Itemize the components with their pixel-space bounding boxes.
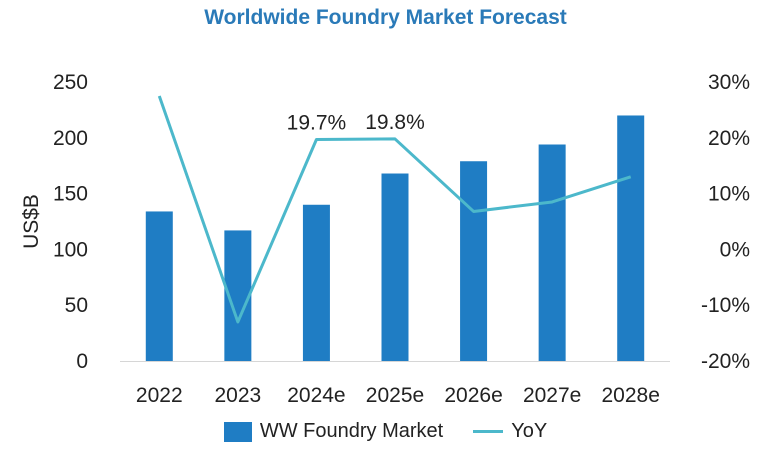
legend-bar-swatch xyxy=(223,421,252,442)
foundry-chart: 0 50 100 150 200 250 -20% -10% 0% 10% 20% 30% 2022… xyxy=(20,71,750,407)
data-label: 19.7% xyxy=(287,111,347,134)
legend: WW Foundry Market YoY xyxy=(0,420,771,443)
y-tick-label: 150 xyxy=(53,183,88,206)
legend-line-swatch xyxy=(473,430,504,433)
y2-tick-label: 20% xyxy=(708,127,750,150)
bar xyxy=(302,204,330,361)
y2-tick-label: 0% xyxy=(720,238,750,261)
y2-tick-label: -10% xyxy=(701,294,750,317)
legend-line-label: YoY xyxy=(511,420,548,442)
x-tick-label: 2025e xyxy=(366,384,424,407)
left-axis: 0 50 100 150 200 250 xyxy=(53,71,88,373)
y-tick-label: 50 xyxy=(65,294,88,317)
x-tick-label: 2023 xyxy=(214,384,261,407)
y-tick-label: 0 xyxy=(76,350,88,373)
chart-title: Worldwide Foundry Market Forecast xyxy=(204,6,567,29)
x-axis: 2022 2023 2024e 2025e 2026e 2027e 2028e xyxy=(120,361,670,407)
y2-tick-label: -20% xyxy=(701,350,750,373)
bar xyxy=(538,144,566,361)
legend-bar-label: WW Foundry Market xyxy=(259,420,444,442)
data-label: 19.8% xyxy=(365,111,425,134)
y-axis-title: US$B xyxy=(20,194,43,249)
bar-series xyxy=(145,115,645,361)
x-tick-label: 2028e xyxy=(602,384,660,407)
line-series xyxy=(157,95,632,324)
y-tick-label: 100 xyxy=(53,238,88,261)
bar xyxy=(460,161,488,361)
x-tick-label: 2024e xyxy=(287,384,345,407)
y2-tick-label: 30% xyxy=(708,71,750,94)
x-tick-label: 2026e xyxy=(444,384,502,407)
y-tick-label: 200 xyxy=(53,127,88,150)
right-axis: -20% -10% 0% 10% 20% 30% xyxy=(701,71,750,373)
x-tick-label: 2022 xyxy=(136,384,183,407)
y-tick-label: 250 xyxy=(53,71,88,94)
x-tick-label: 2027e xyxy=(523,384,581,407)
annotations: 19.7% 19.8% xyxy=(287,111,425,135)
legend-item-bar: WW Foundry Market xyxy=(223,420,444,443)
legend-item-line: YoY xyxy=(473,420,547,443)
y2-tick-label: 10% xyxy=(708,183,750,206)
bar xyxy=(381,173,409,361)
bar xyxy=(145,211,173,361)
bar xyxy=(617,115,645,361)
